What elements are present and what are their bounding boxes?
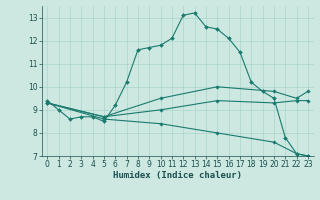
- X-axis label: Humidex (Indice chaleur): Humidex (Indice chaleur): [113, 171, 242, 180]
